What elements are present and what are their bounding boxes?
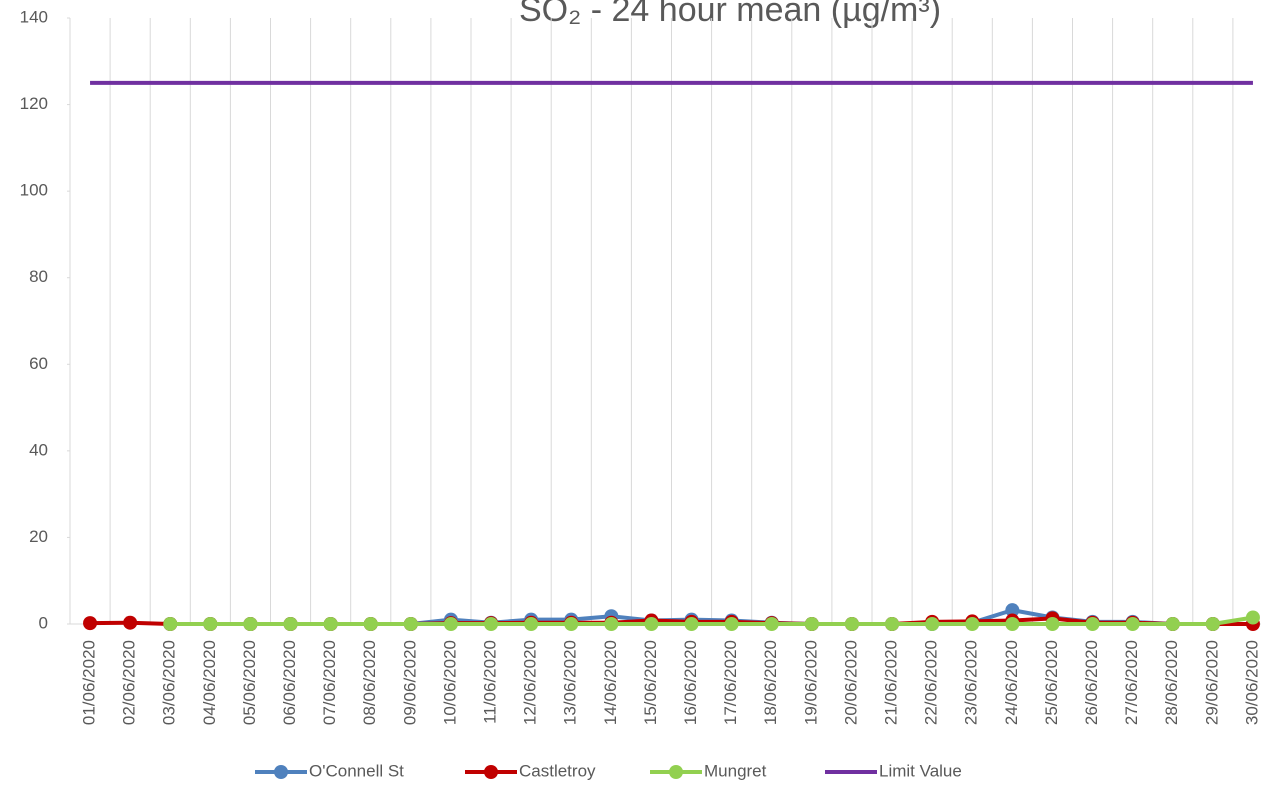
- y-tick-label: 100: [20, 181, 48, 200]
- data-point: [724, 617, 739, 631]
- y-tick-label: 40: [29, 440, 48, 459]
- y-tick-label: 120: [20, 94, 48, 113]
- x-tick-label: 23/06/2020: [962, 640, 981, 725]
- data-point: [363, 617, 378, 631]
- data-point: [604, 617, 619, 631]
- data-point: [203, 617, 218, 631]
- y-tick-label: 60: [29, 354, 48, 373]
- x-tick-label: 27/06/2020: [1122, 640, 1141, 725]
- data-point: [403, 617, 418, 631]
- data-point: [1045, 617, 1060, 631]
- x-tick-label: 15/06/2020: [641, 640, 660, 725]
- x-tick-label: 18/06/2020: [761, 640, 780, 725]
- data-point: [1125, 617, 1140, 631]
- legend-marker: [669, 765, 683, 779]
- x-tick-label: 16/06/2020: [681, 640, 700, 725]
- x-tick-label: 28/06/2020: [1162, 640, 1181, 725]
- x-tick-label: 06/06/2020: [280, 640, 299, 725]
- data-point: [885, 617, 900, 631]
- legend-label: Castletroy: [519, 761, 596, 780]
- x-tick-label: 07/06/2020: [320, 640, 339, 725]
- x-tick-label: 30/06/2020: [1242, 640, 1261, 725]
- data-point: [1005, 617, 1020, 631]
- x-tick-label: 26/06/2020: [1082, 640, 1101, 725]
- data-point: [283, 617, 298, 631]
- x-tick-label: 24/06/2020: [1002, 640, 1021, 725]
- data-point: [644, 617, 659, 631]
- data-point: [524, 617, 539, 631]
- chart-title: SO₂ - 24 hour mean (µg/m³): [519, 0, 941, 29]
- data-point: [163, 617, 178, 631]
- y-tick-label: 20: [29, 527, 48, 546]
- x-tick-label: 10/06/2020: [440, 640, 459, 725]
- data-point: [804, 617, 819, 631]
- x-tick-label: 19/06/2020: [801, 640, 820, 725]
- x-tick-label: 22/06/2020: [922, 640, 941, 725]
- data-point: [123, 615, 138, 630]
- x-tick-label: 21/06/2020: [882, 640, 901, 725]
- y-tick-label: 140: [20, 7, 48, 26]
- data-point: [243, 617, 258, 631]
- data-point: [1245, 610, 1260, 625]
- data-point: [564, 617, 579, 631]
- data-point: [484, 617, 499, 631]
- data-point: [1165, 617, 1180, 631]
- x-tick-label: 12/06/2020: [521, 640, 540, 725]
- data-point: [764, 617, 779, 631]
- x-tick-label: 13/06/2020: [561, 640, 580, 725]
- y-tick-label: 0: [39, 613, 48, 632]
- y-tick-label: 80: [29, 267, 48, 286]
- x-tick-label: 17/06/2020: [721, 640, 740, 725]
- legend-label: O'Connell St: [309, 761, 404, 780]
- legend-marker: [274, 765, 288, 779]
- x-tick-label: 02/06/2020: [120, 640, 139, 725]
- x-tick-label: 29/06/2020: [1202, 640, 1221, 725]
- data-point: [83, 616, 98, 631]
- x-tick-label: 08/06/2020: [360, 640, 379, 725]
- data-point: [844, 617, 859, 631]
- legend-marker: [484, 765, 498, 779]
- x-tick-label: 05/06/2020: [240, 640, 259, 725]
- data-point: [443, 617, 458, 631]
- x-tick-label: 20/06/2020: [841, 640, 860, 725]
- legend-label: Mungret: [704, 761, 767, 780]
- x-tick-label: 04/06/2020: [200, 640, 219, 725]
- data-point: [684, 617, 699, 631]
- x-tick-label: 09/06/2020: [400, 640, 419, 725]
- x-tick-label: 03/06/2020: [160, 640, 179, 725]
- data-point: [323, 617, 338, 631]
- x-tick-label: 11/06/2020: [481, 640, 500, 724]
- data-point: [965, 617, 980, 631]
- series-line: [170, 615, 1254, 626]
- x-tick-label: 01/06/2020: [80, 640, 99, 725]
- legend-label: Limit Value: [879, 761, 962, 780]
- data-point: [925, 617, 940, 631]
- data-point: [1205, 617, 1220, 631]
- x-tick-label: 14/06/2020: [601, 640, 620, 725]
- data-point: [1085, 617, 1100, 631]
- data-point: [1005, 603, 1020, 618]
- x-tick-label: 25/06/2020: [1042, 640, 1061, 725]
